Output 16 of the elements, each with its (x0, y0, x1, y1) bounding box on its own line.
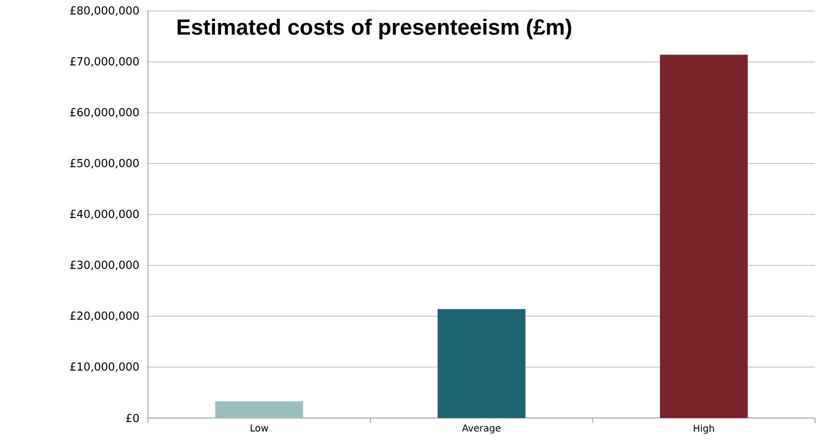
bar (215, 401, 304, 418)
chart-title: Estimated costs of presenteeism (£m) (178, 18, 572, 40)
y-tick-label: £40,000,000 (70, 210, 139, 220)
y-tick-label: £60,000,000 (70, 108, 139, 118)
y-tick-label: £80,000,000 (70, 6, 139, 16)
bar (438, 309, 526, 418)
x-tick-label: High (694, 424, 714, 434)
y-tick-label: £70,000,000 (70, 57, 139, 67)
y-tick-label: £50,000,000 (70, 158, 139, 168)
bar (660, 54, 748, 418)
y-tick-label: £0 (126, 414, 139, 422)
x-tick-label: Low (250, 424, 268, 432)
y-tick-label: £30,000,000 (70, 260, 139, 270)
x-tick-label: Average (462, 424, 501, 434)
y-tick-label: £10,000,000 (70, 362, 139, 372)
y-tick-label: £20,000,000 (70, 312, 139, 321)
